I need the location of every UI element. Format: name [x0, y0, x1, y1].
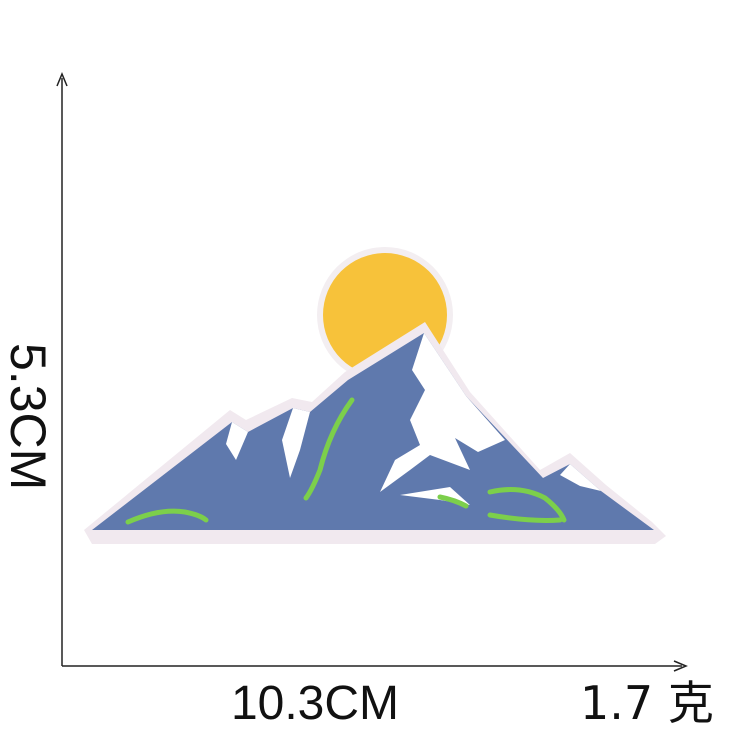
grass-accents [125, 397, 567, 525]
height-dimension-label: 5.3CM [0, 343, 56, 491]
measurement-axes [56, 72, 688, 672]
mountain-shape [92, 333, 654, 530]
weight-label: 1.7 克 [580, 676, 714, 730]
width-dimension-label: 10.3CM [230, 677, 400, 730]
snow-caps [226, 333, 601, 505]
